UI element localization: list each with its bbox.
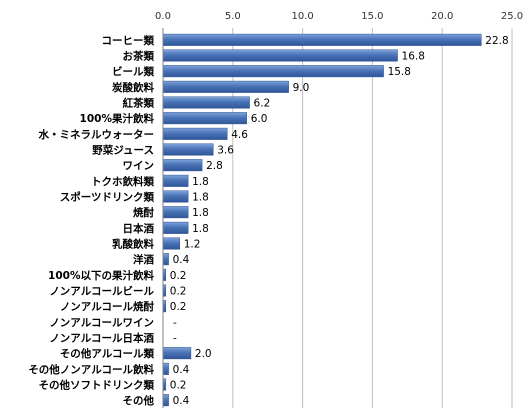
x-tick-label: 0.0 <box>155 11 171 22</box>
value-labels: 22.8 16.8 15.8 9.0 6.2 6.04.6 3.6 2.8 1.8 1.8 1.8 1… <box>170 35 509 407</box>
value-label: 22.8 <box>485 35 508 47</box>
value-label: 0.2 <box>170 286 187 298</box>
category-label: トクホ飲料類 <box>91 175 154 188</box>
value-label: 6.2 <box>254 98 271 110</box>
x-tick-label: 5.0 <box>225 11 241 22</box>
category-label: ノンアルコール焼酎 <box>60 300 155 313</box>
bar <box>162 221 189 234</box>
category-label: ワイン <box>123 160 155 172</box>
value-label: 0.4 <box>173 254 190 266</box>
value-label: 0.2 <box>170 270 187 282</box>
bars <box>162 33 482 407</box>
value-label: - <box>173 333 177 345</box>
bar <box>162 174 189 187</box>
category-label: その他ソフトドリンク類 <box>39 379 155 392</box>
value-label: 1.8 <box>192 192 209 204</box>
value-label: 15.8 <box>388 66 411 78</box>
bar <box>162 143 214 156</box>
bar <box>162 362 169 375</box>
value-label: 0.4 <box>173 395 190 407</box>
value-label: - <box>173 317 177 329</box>
category-label: その他ノンアルコール飲料 <box>28 363 154 376</box>
bar <box>162 112 248 125</box>
bar <box>162 206 189 219</box>
value-label: 1.8 <box>192 176 209 188</box>
bar <box>162 127 228 140</box>
category-label: 水・ミネラルウォーター <box>38 128 155 141</box>
category-label: その他 <box>123 394 155 407</box>
category-label: 洋酒 <box>133 253 154 266</box>
category-label: ビール類 <box>112 65 154 78</box>
bar <box>162 347 192 360</box>
bar <box>162 190 189 203</box>
category-label: ノンアルコールビール <box>49 285 154 298</box>
value-label: 0.2 <box>170 301 187 313</box>
category-label: 野菜ジュース <box>92 144 154 157</box>
category-label: お茶類 <box>123 50 155 63</box>
category-label: ノンアルコール日本酒 <box>49 332 154 345</box>
category-label: ノンアルコールワイン <box>49 317 154 329</box>
category-label: 日本酒 <box>123 222 155 235</box>
bar <box>162 394 169 407</box>
value-label: 2.8 <box>206 160 223 172</box>
category-label: 乳酸飲料 <box>112 238 154 251</box>
bar <box>162 237 181 250</box>
category-label: 焼酎 <box>133 206 154 219</box>
category-label: 炭酸飲料 <box>112 81 154 94</box>
x-tick-label: 10.0 <box>291 11 313 22</box>
category-label: コーヒー類 <box>102 34 155 47</box>
x-tick-label: 25.0 <box>501 11 523 22</box>
category-label: 100%果汁飲料 <box>80 112 155 125</box>
x-tick-label: 15.0 <box>361 11 383 22</box>
bar <box>162 96 250 109</box>
value-label: 1.2 <box>184 239 201 251</box>
value-label: 16.8 <box>402 51 425 63</box>
value-label: 3.6 <box>217 145 234 157</box>
x-axis-ticks: 0.0 5.0 10.0 15.0 20.0 25.0 <box>155 11 523 22</box>
value-label: 1.8 <box>192 207 209 219</box>
x-tick-label: 20.0 <box>431 11 453 22</box>
bar <box>162 253 169 266</box>
value-label: 2.0 <box>195 348 212 360</box>
bar <box>162 49 398 62</box>
value-label: 0.2 <box>170 380 187 392</box>
value-label: 6.0 <box>251 113 268 125</box>
value-label: 0.4 <box>173 364 190 376</box>
bar <box>162 159 203 172</box>
bar <box>162 80 289 93</box>
category-label: スポーツドリンク類 <box>60 191 155 204</box>
bar <box>162 65 384 78</box>
value-label: 4.6 <box>231 129 248 141</box>
category-label: 紅茶類 <box>123 97 155 110</box>
bar <box>162 33 482 46</box>
category-label: その他アルコール類 <box>60 347 155 360</box>
value-label: 1.8 <box>192 223 209 235</box>
value-label: 9.0 <box>293 82 310 94</box>
category-label: 100%以下の果汁飲料 <box>48 269 154 282</box>
gridlines <box>232 28 513 408</box>
